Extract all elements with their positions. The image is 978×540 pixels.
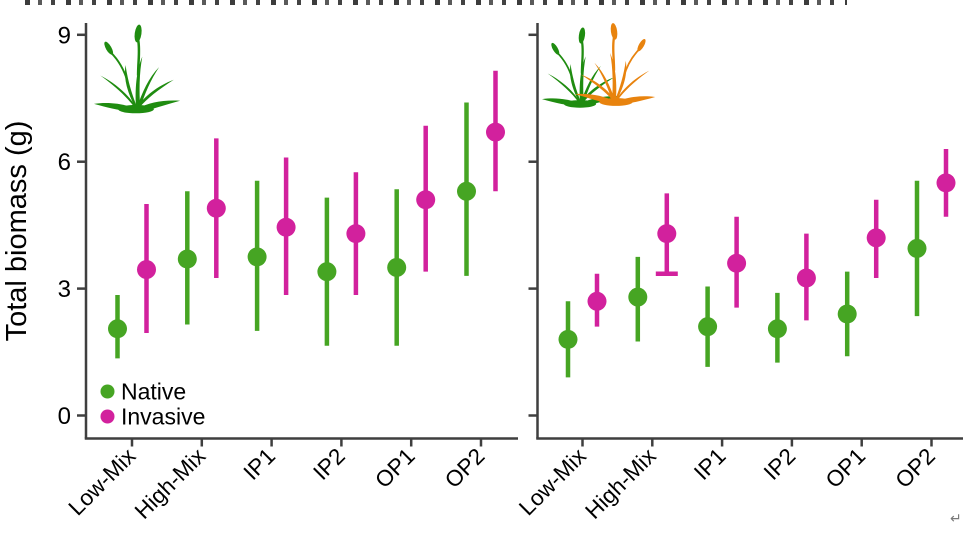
y-tick-label: 0: [58, 403, 71, 430]
pointrange-right-invasive-high-mix: [655, 193, 678, 277]
pointrange-left-invasive-high-mix: [206, 138, 226, 279]
pointrange-right-native-low-mix: [558, 301, 578, 378]
mean-dot: [907, 238, 927, 258]
mean-dot: [276, 217, 296, 237]
pointrange-left-invasive-ip1: [276, 157, 296, 295]
x-tick-label-ip2: IP2: [759, 443, 801, 485]
pointrange-right-invasive-low-mix: [587, 273, 607, 327]
mean-dot: [457, 181, 476, 201]
x-tick-label-high-mix: High-Mix: [580, 443, 661, 524]
legend-label-invasive: Invasive: [121, 404, 205, 430]
pointrange-right-native-high-mix: [628, 256, 648, 342]
mean-dot: [317, 262, 337, 282]
mean-dot: [206, 198, 226, 218]
mean-dot: [657, 224, 677, 244]
pointrange-left-native-op2: [457, 102, 476, 276]
pointrange-right-invasive-op1: [866, 199, 886, 279]
y-axis-title: Total biomass (g): [1, 121, 33, 342]
x-tick-label-ip1: IP1: [239, 443, 281, 485]
y-tick-label: 6: [58, 149, 71, 176]
native-and-invasive-grass-icon: [540, 21, 657, 109]
x-tick-label-high-mix: High-Mix: [130, 443, 211, 524]
mean-dot: [587, 291, 607, 311]
pointrange-left-invasive-op1: [416, 125, 436, 272]
legend-dot-native: [100, 384, 115, 399]
mean-dot: [727, 253, 747, 273]
pointrange-left-native-ip1: [247, 180, 267, 331]
pointrange-right-invasive-ip2: [796, 233, 816, 321]
paragraph-return-mark: ↵: [950, 510, 962, 526]
x-tick-label-ip2: IP2: [308, 443, 350, 485]
pointrange-right-native-ip1: [698, 286, 718, 367]
x-tick-label-op2: OP2: [891, 443, 941, 493]
pointrange-right-native-op1: [837, 271, 857, 357]
pointrange-left-native-op1: [387, 189, 407, 346]
y-tick-label: 9: [58, 22, 71, 49]
pointrange-left-native-high-mix: [177, 191, 197, 325]
x-tick-label-op2: OP2: [440, 443, 490, 493]
mean-dot: [698, 317, 718, 337]
legend-label-native: Native: [121, 379, 186, 405]
pointrange-right-invasive-op2: [936, 149, 956, 217]
y-tick-label: 3: [58, 276, 71, 303]
mean-dot: [247, 247, 267, 267]
x-tick-label-op1: OP1: [370, 443, 420, 493]
mean-dot: [936, 173, 956, 193]
pointrange-left-invasive-op2: [486, 70, 505, 192]
mean-dot: [486, 122, 505, 142]
mean-dot: [346, 224, 366, 244]
pointrange-left-native-ip2: [317, 197, 337, 346]
mean-dot: [387, 257, 407, 277]
x-tick-label-op1: OP1: [821, 443, 871, 493]
x-tick-label-ip1: IP1: [689, 443, 731, 485]
legend-dot-invasive: [100, 409, 115, 424]
mean-dot: [796, 268, 816, 288]
mean-dot: [866, 228, 886, 248]
mean-dot: [137, 260, 156, 280]
mean-dot: [416, 190, 436, 210]
mean-dot: [558, 329, 578, 349]
mean-dot: [108, 319, 127, 339]
pointrange-right-native-ip2: [767, 292, 787, 363]
x-tick-label-low-mix: Low-Mix: [64, 443, 141, 520]
mean-dot: [837, 304, 857, 324]
mean-dot: [628, 287, 648, 307]
native-grass-icon: [92, 22, 182, 115]
x-tick-label-low-mix: Low-Mix: [514, 443, 591, 520]
pointrange-right-native-op2: [907, 180, 927, 317]
pointrange-right-invasive-ip1: [727, 216, 747, 308]
clipped-text-fragments: [25, 0, 847, 5]
pointrange-left-invasive-ip2: [346, 172, 366, 295]
pointrange-left-invasive-low-mix: [137, 204, 156, 334]
pointrange-left-native-low-mix: [108, 294, 127, 359]
mean-dot: [177, 249, 197, 269]
mean-dot: [767, 319, 787, 339]
